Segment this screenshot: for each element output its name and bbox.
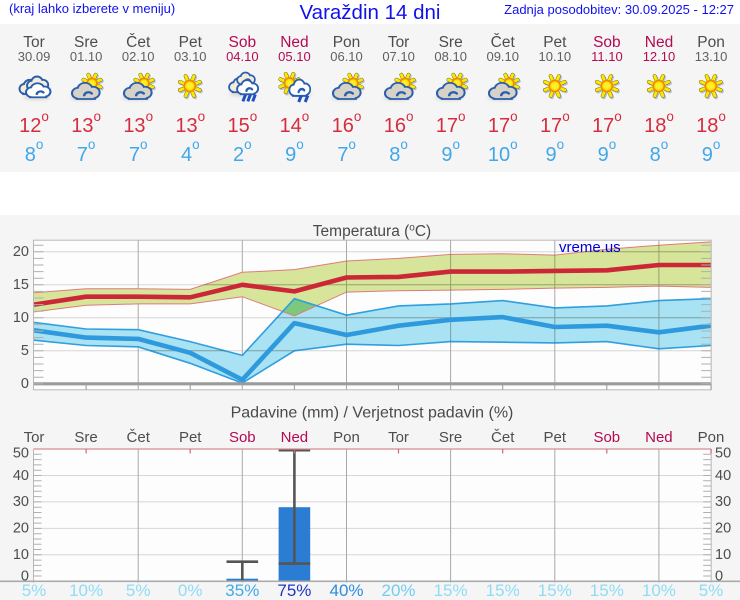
svg-text:15%: 15% [538,581,572,600]
svg-text:Temperatura (oC): Temperatura (oC) [313,223,431,241]
svg-text:Sre: Sre [439,429,462,446]
svg-text:Sre: Sre [74,429,97,446]
svg-text:30: 30 [715,494,731,510]
svg-text:20: 20 [13,521,29,537]
svg-text:Sob: Sob [229,429,256,446]
svg-text:10%: 10% [69,581,103,600]
svg-text:5%: 5% [699,581,724,600]
svg-text:20: 20 [715,521,731,537]
svg-text:Pet: Pet [544,429,567,446]
svg-text:30: 30 [13,494,29,510]
svg-text:50: 50 [715,445,731,461]
svg-text:Sob: Sob [593,429,620,446]
svg-text:0: 0 [715,568,723,584]
svg-text:Čet: Čet [491,429,515,446]
svg-text:Čet: Čet [127,429,151,446]
svg-text:10%: 10% [642,581,676,600]
svg-text:10: 10 [715,547,731,563]
svg-text:5: 5 [21,343,29,359]
svg-text:75%: 75% [277,581,311,600]
svg-text:40: 40 [13,468,29,484]
svg-text:20: 20 [13,244,29,260]
svg-text:35%: 35% [225,581,259,600]
svg-text:Tor: Tor [24,429,45,446]
svg-text:15%: 15% [434,581,468,600]
svg-text:0%: 0% [178,581,203,600]
svg-text:50: 50 [13,445,29,461]
svg-text:0: 0 [21,568,29,584]
svg-text:20%: 20% [381,581,415,600]
svg-text:15%: 15% [590,581,624,600]
svg-text:5%: 5% [126,581,151,600]
svg-text:0: 0 [21,376,29,392]
svg-text:10: 10 [13,547,29,563]
svg-text:Ned: Ned [645,429,673,446]
svg-text:15: 15 [13,277,29,293]
svg-text:Pet: Pet [179,429,202,446]
svg-text:Tor: Tor [388,429,409,446]
svg-text:5%: 5% [22,581,47,600]
svg-text:15%: 15% [486,581,520,600]
svg-text:vreme.us: vreme.us [559,239,621,256]
svg-text:10: 10 [13,310,29,326]
svg-text:40: 40 [715,468,731,484]
svg-text:Pon: Pon [698,429,725,446]
svg-text:Pon: Pon [333,429,360,446]
svg-text:Ned: Ned [281,429,309,446]
svg-text:Padavine (mm) / Verjetnost pad: Padavine (mm) / Verjetnost padavin (%) [231,405,514,422]
svg-text:40%: 40% [329,581,363,600]
